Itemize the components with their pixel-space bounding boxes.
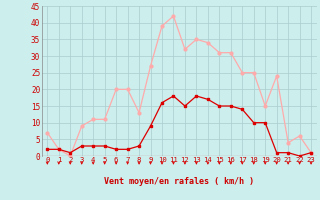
X-axis label: Vent moyen/en rafales ( km/h ): Vent moyen/en rafales ( km/h ) xyxy=(104,177,254,186)
